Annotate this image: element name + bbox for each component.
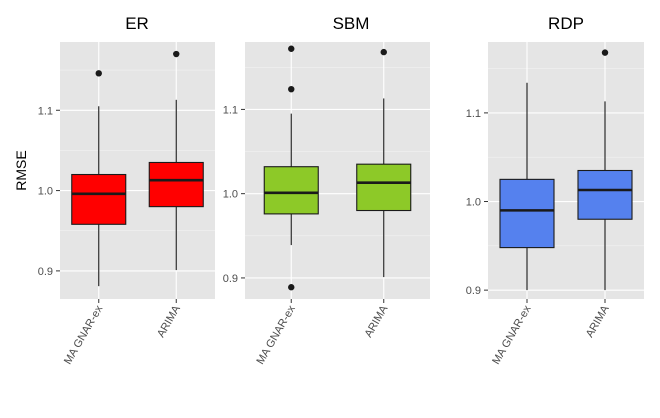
- y-tick-label: 1.1: [223, 104, 238, 116]
- iqr-box: [499, 178, 555, 249]
- y-tick-label: 0.9: [223, 273, 238, 285]
- iqr-box: [263, 166, 319, 215]
- panel-title: ER: [125, 14, 149, 33]
- y-tick-label: 1.0: [223, 189, 238, 201]
- x-tick-label: MA GNAR-ex: [490, 303, 534, 367]
- y-tick-label: 1.0: [38, 186, 53, 198]
- x-tick-label: MA GNAR-ex: [254, 303, 298, 367]
- y-tick-label: 0.9: [38, 266, 53, 278]
- outlier-point: [380, 48, 387, 56]
- box-ma-gnar-ex: [71, 70, 127, 287]
- x-tick-label: ARIMA: [363, 303, 391, 340]
- y-tick-label: 0.9: [466, 285, 481, 297]
- outlier-point: [288, 284, 295, 291]
- outlier-point: [173, 50, 180, 58]
- iqr-box: [356, 163, 412, 212]
- panel-sbm: 0.9 1.0 1.1 MA GNAR-ex ARIMA SBM: [223, 14, 430, 367]
- y-tick-label: 1.1: [466, 108, 481, 120]
- iqr-box: [148, 161, 204, 208]
- panel-title: RDP: [548, 14, 584, 33]
- x-tick-label: ARIMA: [155, 303, 183, 340]
- box-arima: [577, 49, 633, 291]
- outlier-point: [95, 70, 102, 77]
- outlier-point: [288, 45, 295, 52]
- y-tick-label: 1.0: [466, 197, 481, 209]
- box-ma-gnar-ex: [263, 45, 319, 291]
- iqr-box: [577, 169, 633, 220]
- x-tick-label: ARIMA: [584, 303, 612, 340]
- box-arima: [148, 50, 204, 271]
- panel-title: SBM: [333, 14, 370, 33]
- box-arima: [356, 48, 412, 278]
- panel-rdp: 0.9 1.0 1.1 MA GNAR-ex ARIMA RDP: [466, 14, 644, 367]
- y-axis-title: RMSE: [13, 150, 29, 190]
- iqr-box: [71, 173, 127, 225]
- outlier-point: [601, 49, 609, 56]
- x-tick-label: MA GNAR-ex: [62, 303, 106, 367]
- panel-er: 0.9 1.0 1.1 MA GNAR-ex ARIMA ER RMSE: [13, 14, 215, 367]
- outlier-point: [288, 85, 295, 93]
- box-ma-gnar-ex: [499, 82, 555, 291]
- y-tick-label: 1.1: [38, 105, 53, 117]
